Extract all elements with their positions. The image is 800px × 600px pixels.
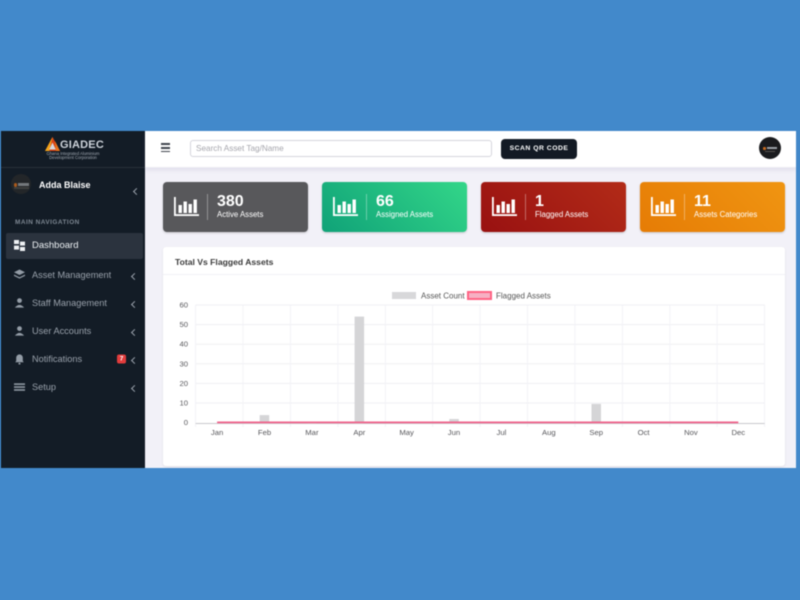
- svg-text:Jan: Jan: [211, 428, 223, 437]
- svg-text:Mar: Mar: [305, 428, 319, 437]
- svg-text:Dec: Dec: [731, 428, 745, 437]
- svg-text:0: 0: [184, 418, 188, 427]
- svg-text:Nov: Nov: [684, 428, 698, 437]
- svg-text:Aug: Aug: [542, 428, 556, 437]
- svg-text:Apr: Apr: [353, 428, 365, 437]
- svg-text:50: 50: [179, 320, 188, 329]
- svg-text:May: May: [399, 428, 414, 437]
- svg-text:Asset Count: Asset Count: [421, 292, 465, 301]
- svg-text:60: 60: [179, 301, 188, 310]
- svg-text:10: 10: [179, 399, 188, 408]
- svg-text:Oct: Oct: [638, 428, 651, 437]
- svg-text:30: 30: [179, 359, 188, 368]
- svg-text:Sep: Sep: [589, 428, 603, 437]
- svg-text:Jul: Jul: [496, 428, 506, 437]
- svg-text:Feb: Feb: [258, 428, 271, 437]
- svg-text:Jun: Jun: [448, 428, 460, 437]
- svg-text:20: 20: [179, 379, 188, 388]
- svg-text:40: 40: [179, 340, 188, 349]
- svg-text:Flagged Assets: Flagged Assets: [496, 292, 551, 301]
